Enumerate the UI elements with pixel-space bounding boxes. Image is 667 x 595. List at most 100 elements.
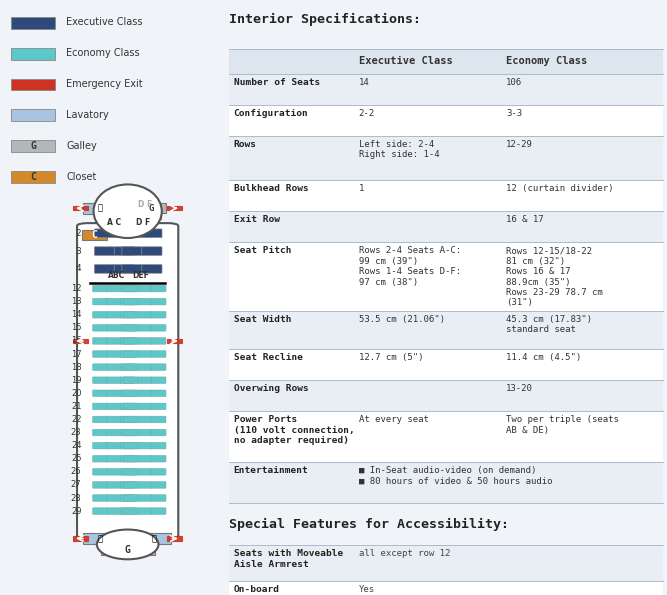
- FancyBboxPatch shape: [142, 229, 162, 237]
- Text: G: G: [30, 141, 36, 151]
- FancyBboxPatch shape: [83, 533, 117, 544]
- Text: 16 & 17: 16 & 17: [506, 215, 544, 224]
- FancyBboxPatch shape: [83, 203, 117, 214]
- FancyBboxPatch shape: [114, 229, 135, 237]
- Text: 14: 14: [71, 310, 81, 320]
- Text: Number of Seats: Number of Seats: [233, 78, 319, 87]
- FancyBboxPatch shape: [93, 443, 107, 449]
- FancyBboxPatch shape: [137, 403, 152, 409]
- FancyBboxPatch shape: [229, 349, 662, 380]
- FancyBboxPatch shape: [123, 390, 139, 396]
- Text: 24: 24: [71, 441, 81, 450]
- Text: Executive Class: Executive Class: [359, 57, 452, 66]
- Text: G: G: [125, 546, 131, 555]
- FancyBboxPatch shape: [93, 416, 107, 422]
- FancyBboxPatch shape: [93, 325, 107, 331]
- FancyBboxPatch shape: [11, 17, 55, 29]
- FancyBboxPatch shape: [137, 443, 152, 449]
- FancyBboxPatch shape: [137, 495, 152, 501]
- FancyBboxPatch shape: [107, 495, 121, 501]
- Text: 11.4 cm (4.5"): 11.4 cm (4.5"): [506, 353, 582, 362]
- Text: C: C: [91, 230, 97, 240]
- Text: Two per triple (seats
AB & DE): Two per triple (seats AB & DE): [506, 415, 619, 435]
- FancyBboxPatch shape: [123, 350, 139, 357]
- FancyBboxPatch shape: [123, 416, 139, 422]
- Text: 16: 16: [71, 336, 81, 346]
- FancyBboxPatch shape: [123, 508, 139, 514]
- Text: Power Ports
(110 volt connection,
no adapter required): Power Ports (110 volt connection, no ada…: [233, 415, 354, 445]
- FancyBboxPatch shape: [120, 403, 135, 409]
- FancyBboxPatch shape: [151, 311, 166, 318]
- FancyBboxPatch shape: [123, 337, 139, 344]
- FancyBboxPatch shape: [122, 229, 142, 237]
- FancyBboxPatch shape: [122, 211, 142, 220]
- FancyBboxPatch shape: [93, 495, 107, 501]
- Text: all except row 12: all except row 12: [359, 549, 450, 558]
- FancyBboxPatch shape: [95, 247, 115, 255]
- Text: 12-29: 12-29: [506, 140, 533, 149]
- FancyBboxPatch shape: [93, 298, 107, 305]
- Text: ABC: ABC: [108, 271, 125, 280]
- FancyBboxPatch shape: [151, 285, 166, 292]
- Text: On-board
Wheelchair: On-board Wheelchair: [233, 585, 291, 595]
- Text: 12: 12: [71, 284, 81, 293]
- FancyBboxPatch shape: [151, 298, 166, 305]
- FancyBboxPatch shape: [229, 462, 662, 503]
- FancyBboxPatch shape: [120, 430, 135, 436]
- Text: Special Features for Accessibility:: Special Features for Accessibility:: [229, 518, 509, 531]
- Text: A C: A C: [107, 218, 121, 227]
- Text: 🚻: 🚻: [97, 203, 103, 213]
- FancyBboxPatch shape: [77, 223, 178, 538]
- FancyBboxPatch shape: [93, 390, 107, 396]
- Text: G: G: [148, 203, 153, 213]
- FancyBboxPatch shape: [120, 443, 135, 449]
- FancyBboxPatch shape: [137, 390, 152, 396]
- FancyBboxPatch shape: [93, 508, 107, 514]
- FancyBboxPatch shape: [137, 377, 152, 384]
- FancyBboxPatch shape: [120, 325, 135, 331]
- Text: Seat Recline: Seat Recline: [233, 353, 303, 362]
- Text: Yes: Yes: [359, 585, 375, 594]
- FancyBboxPatch shape: [167, 339, 182, 343]
- FancyBboxPatch shape: [142, 211, 162, 220]
- FancyBboxPatch shape: [120, 377, 135, 384]
- FancyBboxPatch shape: [151, 495, 166, 501]
- Text: Exit Row: Exit Row: [233, 215, 279, 224]
- FancyBboxPatch shape: [151, 416, 166, 422]
- Text: 14: 14: [359, 78, 370, 87]
- FancyBboxPatch shape: [123, 495, 139, 501]
- FancyBboxPatch shape: [120, 456, 135, 462]
- FancyBboxPatch shape: [123, 298, 139, 305]
- Text: 18: 18: [71, 362, 81, 372]
- FancyBboxPatch shape: [107, 403, 121, 409]
- Text: 22: 22: [71, 415, 81, 424]
- FancyBboxPatch shape: [107, 311, 121, 318]
- FancyBboxPatch shape: [120, 508, 135, 514]
- FancyBboxPatch shape: [93, 364, 107, 370]
- FancyBboxPatch shape: [151, 430, 166, 436]
- FancyBboxPatch shape: [123, 325, 139, 331]
- Text: Interior Specifications:: Interior Specifications:: [229, 13, 421, 26]
- FancyBboxPatch shape: [142, 265, 162, 273]
- FancyBboxPatch shape: [136, 203, 165, 213]
- FancyBboxPatch shape: [229, 581, 662, 595]
- FancyBboxPatch shape: [120, 285, 135, 292]
- FancyBboxPatch shape: [137, 508, 152, 514]
- FancyBboxPatch shape: [229, 49, 662, 74]
- FancyBboxPatch shape: [120, 337, 135, 344]
- FancyBboxPatch shape: [137, 482, 152, 488]
- FancyBboxPatch shape: [95, 265, 115, 273]
- FancyBboxPatch shape: [137, 337, 152, 344]
- FancyBboxPatch shape: [11, 109, 55, 121]
- FancyBboxPatch shape: [120, 495, 135, 501]
- FancyBboxPatch shape: [151, 469, 166, 475]
- FancyBboxPatch shape: [11, 79, 55, 90]
- FancyBboxPatch shape: [107, 298, 121, 305]
- FancyBboxPatch shape: [151, 482, 166, 488]
- FancyBboxPatch shape: [151, 456, 166, 462]
- FancyBboxPatch shape: [107, 377, 121, 384]
- Text: D F: D F: [136, 218, 150, 227]
- FancyBboxPatch shape: [93, 311, 107, 318]
- Text: Lavatory: Lavatory: [66, 110, 109, 120]
- Text: 29: 29: [71, 506, 81, 516]
